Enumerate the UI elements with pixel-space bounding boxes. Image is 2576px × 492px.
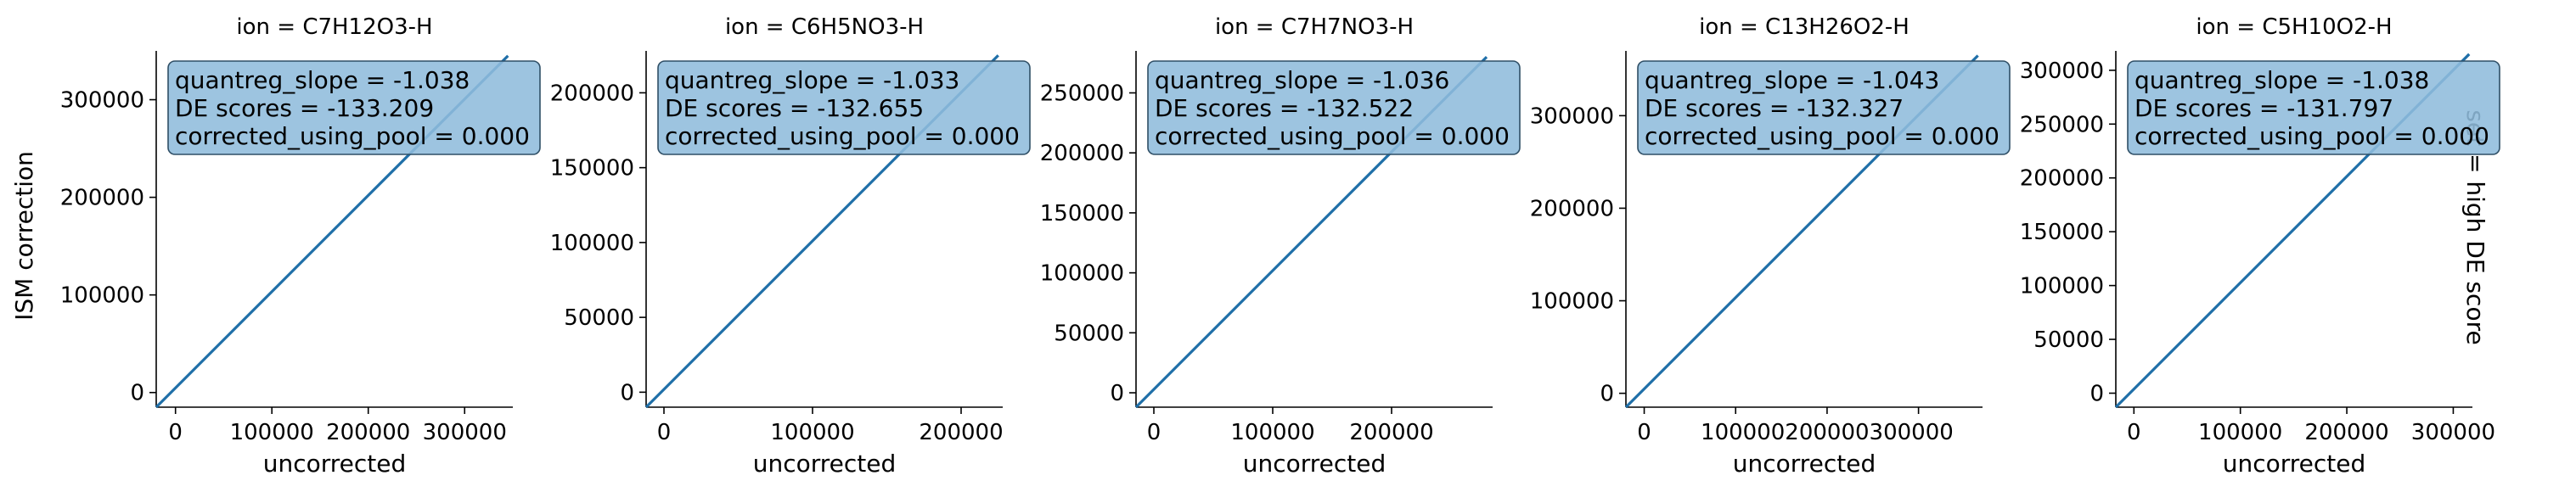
annotation-text: corrected_using_pool = 0.000 — [1645, 122, 1999, 150]
y-tick-label: 50000 — [2033, 327, 2104, 353]
y-tick-label: 300000 — [2020, 59, 2104, 84]
panel-title: ion = C5H10O2-H — [2196, 14, 2392, 40]
facet-panel: ion = C7H7NO3-H 0 50000 100000 150000 200000 2… — [1040, 14, 1521, 478]
x-axis-label: uncorrected — [1733, 450, 1876, 478]
annotation-text: quantreg_slope = -1.038 — [2134, 66, 2429, 94]
x-tick-label: 100000200000300000 — [1701, 420, 1954, 445]
x-tick-label: 100000 — [2198, 420, 2282, 445]
y-tick-label: 100000 — [60, 283, 144, 309]
x-tick-label: 0 — [1147, 420, 1161, 445]
x-tick-label: 200000 — [326, 420, 410, 445]
y-tick-label: 150000 — [1040, 201, 1124, 226]
annotation-text: quantreg_slope = -1.038 — [175, 66, 470, 94]
x-tick-label: 200000 — [919, 420, 1003, 445]
x-tick-label: 300000 — [2411, 420, 2495, 445]
annotation-text: quantreg_slope = -1.043 — [1645, 66, 1939, 94]
facet-panel: ion = C6H5NO3-H 0 50000 100000 150000 200000 0… — [550, 14, 1031, 478]
y-tick-label: 300000 — [1530, 103, 1614, 129]
panel-title: ion = C7H7NO3-H — [1215, 14, 1414, 40]
annotation-text: quantreg_slope = -1.033 — [665, 66, 959, 94]
annotation-box — [657, 60, 1031, 155]
x-tick-label: 0 — [2127, 420, 2141, 445]
y-tick-label: 100000 — [550, 231, 634, 256]
annotation-text: DE scores = -132.327 — [1645, 94, 1904, 122]
annotation-box — [2127, 60, 2500, 155]
annotation-text: corrected_using_pool = 0.000 — [2134, 122, 2489, 150]
y-tick-label: 150000 — [550, 156, 634, 182]
annotation-box — [167, 60, 541, 155]
facet-panel: ion = C7H12O3-H 0 100000 200000 300000 0 10000… — [60, 14, 541, 478]
annotation-box — [1147, 60, 1521, 155]
y-tick-label: 0 — [1110, 381, 1124, 406]
y-tick-label: 100000 — [1530, 289, 1614, 315]
x-tick-label: 0 — [1637, 420, 1651, 445]
y-tick-label: 100000 — [1040, 261, 1124, 287]
x-tick-label: 200000 — [2304, 420, 2388, 445]
y-tick-label: 200000 — [2020, 166, 2104, 192]
y-tick-label: 250000 — [2020, 112, 2104, 137]
y-tick-label: 200000 — [550, 81, 634, 106]
x-axis-label: uncorrected — [753, 450, 897, 478]
annotation-text: corrected_using_pool = 0.000 — [1155, 122, 1510, 150]
x-tick-label: 300000 — [423, 420, 507, 445]
x-tick-label: 100000 — [770, 420, 854, 445]
y-tick-label: 0 — [130, 381, 144, 406]
y-tick-label: 150000 — [2020, 220, 2104, 245]
annotation-text: corrected_using_pool = 0.000 — [175, 122, 530, 150]
y-tick-label: 250000 — [1040, 81, 1124, 106]
y-tick-label: 0 — [620, 380, 634, 405]
x-tick-label: 100000 — [1230, 420, 1314, 445]
x-axis-label: uncorrected — [263, 450, 407, 478]
annotation-text: DE scores = -132.522 — [1155, 94, 1414, 122]
y-tick-label: 50000 — [1054, 321, 1124, 346]
panel-title: ion = C13H26O2-H — [1699, 14, 1910, 40]
y-axis-label: ISM correction — [10, 151, 38, 321]
annotation-text: DE scores = -133.209 — [175, 94, 434, 122]
annotation-text: DE scores = -132.655 — [665, 94, 924, 122]
panel-title: ion = C7H12O3-H — [236, 14, 432, 40]
y-tick-label: 50000 — [564, 305, 634, 331]
y-tick-label: 200000 — [1530, 196, 1614, 221]
y-tick-label: 0 — [2089, 382, 2104, 407]
y-tick-label: 200000 — [1040, 141, 1124, 166]
facet-panel: ion = C5H10O2-H 0 50000 100000 150000 200000 2… — [2020, 14, 2500, 478]
y-tick-label: 0 — [1600, 382, 1614, 407]
annotation-text: corrected_using_pool = 0.000 — [665, 122, 1020, 150]
y-tick-label: 200000 — [60, 186, 144, 211]
y-tick-label: 300000 — [60, 88, 144, 114]
panel-title: ion = C6H5NO3-H — [725, 14, 924, 40]
x-tick-label: 200000 — [1349, 420, 1433, 445]
annotation-box — [1637, 60, 2011, 155]
x-axis-label: uncorrected — [2223, 450, 2366, 478]
x-tick-label: 0 — [168, 420, 183, 445]
x-tick-label: 100000 — [230, 420, 314, 445]
x-tick-label: 0 — [657, 420, 672, 445]
annotation-text: DE scores = -131.797 — [2134, 94, 2393, 122]
annotation-text: quantreg_slope = -1.036 — [1155, 66, 1449, 94]
x-axis-label: uncorrected — [1243, 450, 1386, 478]
y-tick-label: 100000 — [2020, 274, 2104, 299]
